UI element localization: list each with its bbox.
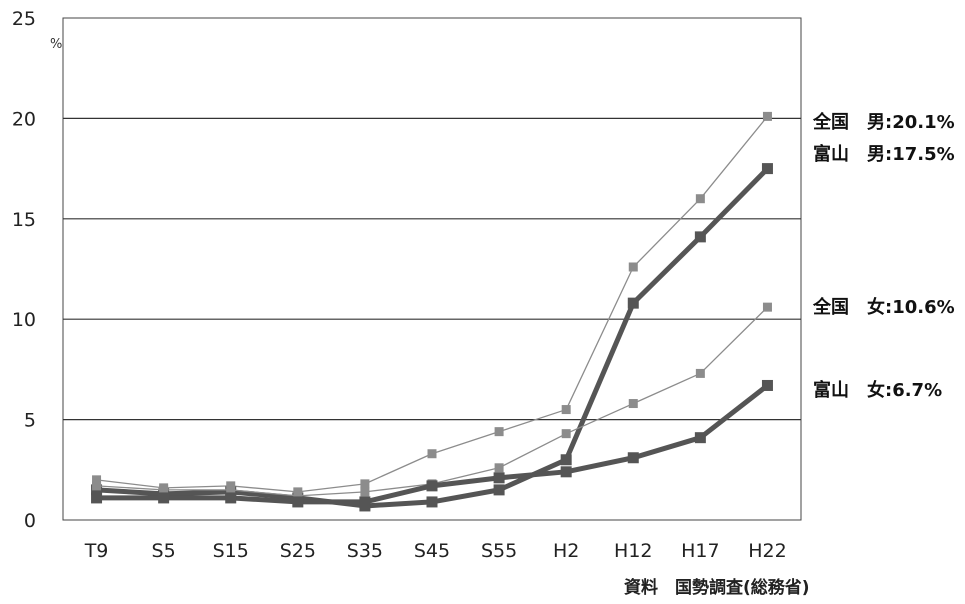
data-point xyxy=(695,194,705,204)
x-tick-label: S45 xyxy=(414,540,450,562)
series-end-label: 富山 女:6.7% xyxy=(813,379,942,401)
x-tick-label: S55 xyxy=(481,540,517,562)
x-tick-label: H22 xyxy=(748,540,786,562)
x-tick-label: H17 xyxy=(681,540,719,562)
data-point xyxy=(560,454,572,466)
data-point xyxy=(762,302,772,312)
data-point xyxy=(360,479,370,489)
data-point xyxy=(292,496,304,508)
data-point xyxy=(91,492,103,504)
y-unit-label: % xyxy=(50,37,62,52)
data-point xyxy=(359,496,371,508)
series-end-label: 富山 男:17.5% xyxy=(813,143,955,165)
data-point xyxy=(494,427,504,437)
data-point xyxy=(426,480,438,492)
series-lines xyxy=(91,111,773,512)
data-point xyxy=(226,485,236,495)
data-point xyxy=(627,452,639,464)
x-tick-label: S25 xyxy=(280,540,316,562)
data-point xyxy=(360,487,370,497)
data-point xyxy=(628,399,638,409)
source-note: 資料 国勢調査(総務省) xyxy=(624,577,810,598)
y-tick-label: 5 xyxy=(24,410,36,432)
data-point xyxy=(628,262,638,272)
x-axis-ticks: T9 S5 S15 S25 S35 S45 S55 H2 H12 H17 H22 xyxy=(84,540,787,562)
data-point xyxy=(762,111,772,121)
data-point xyxy=(293,491,303,501)
x-tick-label: S15 xyxy=(213,540,249,562)
y-tick-label: 15 xyxy=(12,209,36,231)
series-end-label: 全国 男:20.1% xyxy=(812,111,955,133)
data-point xyxy=(695,368,705,378)
series-3 xyxy=(91,379,773,508)
data-point xyxy=(694,432,706,444)
data-point xyxy=(92,475,102,485)
x-tick-label: H2 xyxy=(553,540,579,562)
data-point xyxy=(761,163,773,175)
data-point xyxy=(694,231,706,243)
x-tick-label: S35 xyxy=(347,540,383,562)
y-tick-label: 20 xyxy=(12,108,36,130)
x-tick-label: H12 xyxy=(614,540,652,562)
y-tick-label: 25 xyxy=(12,8,36,30)
data-point xyxy=(158,492,170,504)
plot-area xyxy=(62,17,802,521)
data-point xyxy=(561,405,571,415)
y-axis-ticks: 0 5 10 15 20 25 xyxy=(12,8,36,532)
data-point xyxy=(627,297,639,309)
data-point xyxy=(493,484,505,496)
series-end-label: 全国 女:10.6% xyxy=(812,296,955,318)
x-tick-label: T9 xyxy=(84,540,109,562)
series-end-labels: 全国 男:20.1% 富山 男:17.5% 全国 女:10.6% 富山 女:6.7% xyxy=(812,111,955,401)
data-point xyxy=(159,485,169,495)
data-point xyxy=(225,492,237,504)
data-point xyxy=(560,466,572,478)
data-point xyxy=(493,472,505,484)
y-tick-label: 10 xyxy=(12,309,36,331)
x-tick-label: S5 xyxy=(152,540,176,562)
y-tick-label: 0 xyxy=(24,510,36,532)
data-point xyxy=(92,481,102,491)
data-point xyxy=(426,496,438,508)
data-point xyxy=(561,429,571,439)
data-point xyxy=(494,463,504,473)
data-point xyxy=(761,379,773,391)
gridlines xyxy=(63,117,801,421)
data-point xyxy=(427,449,437,459)
